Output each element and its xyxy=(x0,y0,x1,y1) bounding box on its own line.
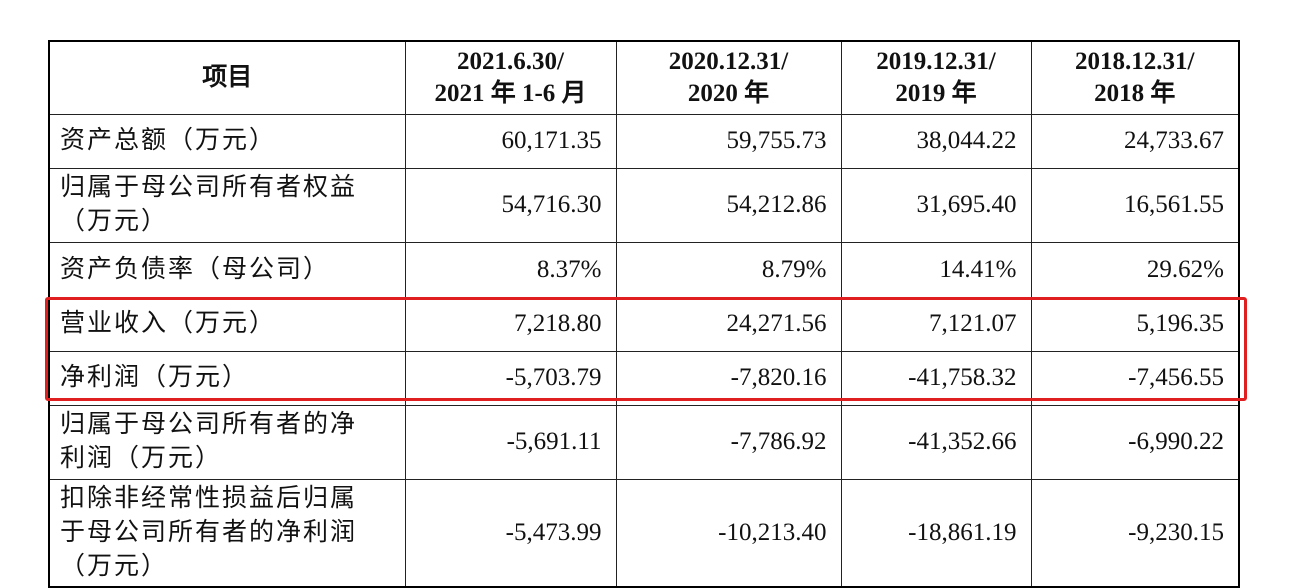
table-body: 资产总额（万元） 60,171.35 59,755.73 38,044.22 24,73… xyxy=(48,113,1240,588)
header-text: 项目 xyxy=(202,63,253,91)
value-cell: -5,473.99 xyxy=(404,478,617,588)
label-text: 扣除非经常性损益后归属 xyxy=(60,484,358,512)
value-cell: 29.62% xyxy=(1030,241,1240,298)
value-cell: -18,861.19 xyxy=(840,478,1032,588)
value-cell: 59,755.73 xyxy=(615,113,842,169)
value-cell: 31,695.40 xyxy=(840,167,1032,243)
value-cell: -7,820.16 xyxy=(615,350,842,406)
header-text: 2021 年 1-6 月 xyxy=(434,79,587,107)
table-row: 净利润（万元） -5,703.79 -7,820.16 -41,758.32 -7,45… xyxy=(48,350,1240,406)
value-cell: 38,044.22 xyxy=(840,113,1032,169)
value-cell: 24,271.56 xyxy=(615,296,842,352)
value-cell: -6,990.22 xyxy=(1030,404,1240,480)
label-text: 利润（万元） xyxy=(60,445,223,472)
header-text: 2019 年 xyxy=(895,79,977,107)
table-row: 扣除非经常性损益后归属 于母公司所有者的净利润 （万元） -5,473.99 -10,2… xyxy=(48,478,1240,588)
value-cell: -7,786.92 xyxy=(615,404,842,480)
row-label: 扣除非经常性损益后归属 于母公司所有者的净利润 （万元） xyxy=(48,478,406,588)
header-cell: 2020.12.31/2020 年 xyxy=(615,40,842,115)
label-text: 归属于母公司所有者权益 xyxy=(60,174,358,201)
header-cell: 2021.6.30/2021 年 1-6 月 xyxy=(404,40,617,115)
header-text: 2021.6.30/ xyxy=(457,47,564,75)
row-label: 营业收入（万元） xyxy=(48,296,406,352)
value-cell: 54,212.86 xyxy=(615,167,842,243)
label-text: 归属于母公司所有者的净 xyxy=(60,411,358,438)
label-text: 资产总额（万元） xyxy=(60,127,277,154)
row-label: 净利润（万元） xyxy=(48,350,406,406)
table-row: 资产总额（万元） 60,171.35 59,755.73 38,044.22 24,73… xyxy=(48,113,1240,169)
value-cell: 24,733.67 xyxy=(1030,113,1240,169)
header-row: 项目 2021.6.30/2021 年 1-6 月 2020.12.31/2020 … xyxy=(48,40,1240,115)
value-cell: -10,213.40 xyxy=(615,478,842,588)
header-text: 2020 年 xyxy=(687,79,770,107)
value-cell: -5,703.79 xyxy=(404,350,617,406)
value-cell: 14.41% xyxy=(840,241,1032,298)
row-label: 归属于母公司所有者的净 利润（万元） xyxy=(48,404,406,480)
value-cell: 7,121.07 xyxy=(840,296,1032,352)
row-label: 归属于母公司所有者权益 （万元） xyxy=(48,167,406,243)
header-text: 2018 年 xyxy=(1094,79,1176,107)
header-text: 2018.12.31/ xyxy=(1075,47,1195,75)
value-cell: -41,352.66 xyxy=(840,404,1032,480)
value-cell: -5,691.11 xyxy=(404,404,617,480)
value-cell: 54,716.30 xyxy=(404,167,617,243)
label-text: 营业收入（万元） xyxy=(60,310,277,337)
table-row: 资产负债率（母公司） 8.37% 8.79% 14.41% 29.62% xyxy=(48,241,1240,298)
value-cell: -7,456.55 xyxy=(1030,350,1240,406)
label-text: 资产负债率（母公司） xyxy=(60,255,331,283)
label-text: 于母公司所有者的净利润 xyxy=(60,518,358,546)
value-cell: 5,196.35 xyxy=(1030,296,1240,352)
value-cell: -41,758.32 xyxy=(840,350,1032,406)
label-text: （万元） xyxy=(60,208,169,235)
label-text: （万元） xyxy=(60,552,169,580)
header-cell: 2019.12.31/2019 年 xyxy=(840,40,1032,115)
table-row: 归属于母公司所有者的净 利润（万元） -5,691.11 -7,786.92 -41,3… xyxy=(48,404,1240,480)
value-cell: 8.37% xyxy=(404,241,617,298)
row-label: 资产总额（万元） xyxy=(48,113,406,169)
header-cell: 项目 xyxy=(48,40,406,115)
table-row: 营业收入（万元） 7,218.80 24,271.56 7,121.07 5,196.3… xyxy=(48,296,1240,352)
value-cell: 60,171.35 xyxy=(404,113,617,169)
value-cell: 16,561.55 xyxy=(1030,167,1240,243)
financial-table: 项目 2021.6.30/2021 年 1-6 月 2020.12.31/2020 … xyxy=(48,40,1240,588)
value-cell: -9,230.15 xyxy=(1030,478,1240,588)
value-cell: 8.79% xyxy=(615,241,842,298)
header-text: 2019.12.31/ xyxy=(876,47,996,75)
row-label: 资产负债率（母公司） xyxy=(48,241,406,298)
value-cell: 7,218.80 xyxy=(404,296,617,352)
table-header: 项目 2021.6.30/2021 年 1-6 月 2020.12.31/2020 … xyxy=(48,40,1240,115)
header-text: 2020.12.31/ xyxy=(668,47,789,75)
header-cell: 2018.12.31/2018 年 xyxy=(1030,40,1240,115)
table-row: 归属于母公司所有者权益 （万元） 54,716.30 54,212.86 31,695.… xyxy=(48,167,1240,243)
label-text: 净利润（万元） xyxy=(60,364,250,391)
